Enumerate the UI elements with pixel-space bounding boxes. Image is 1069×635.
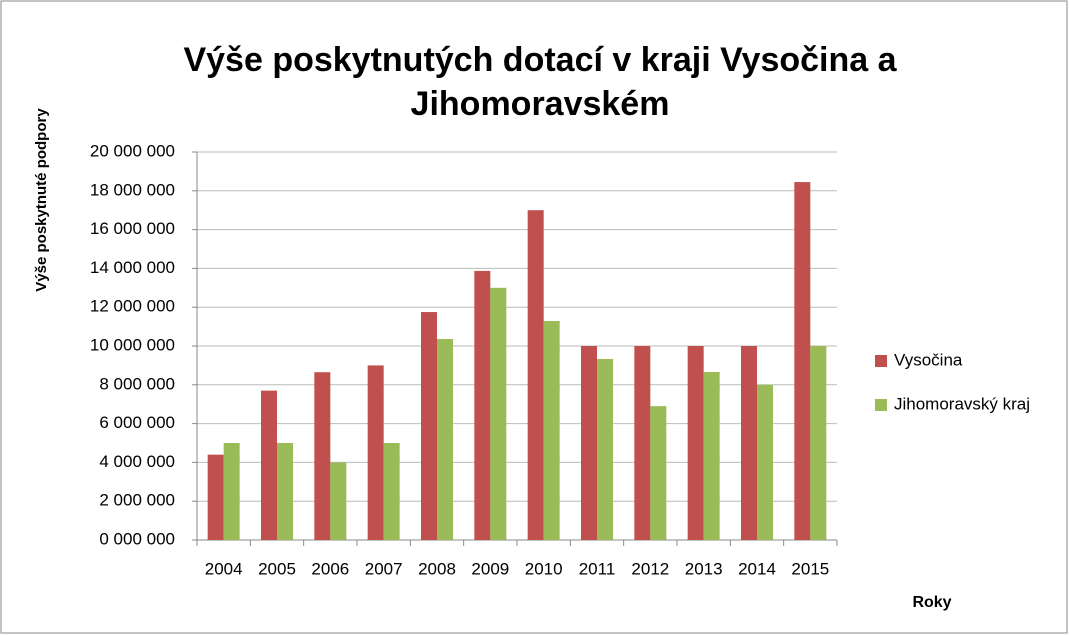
- x-tick-label: 2010: [525, 559, 563, 578]
- bar: [543, 320, 560, 540]
- legend-label: Vysočina: [894, 350, 963, 369]
- chart-title: Výše poskytnutých dotací v kraji Vysočin…: [183, 41, 897, 123]
- bar: [757, 384, 773, 540]
- x-tick-label: 2008: [418, 559, 456, 578]
- bar: [421, 312, 437, 540]
- x-tick-label: 2011: [579, 559, 616, 578]
- bar: [810, 346, 827, 540]
- legend-swatch: [875, 355, 887, 367]
- bar: [490, 287, 507, 540]
- y-tick-label: 20 000 000: [90, 141, 175, 160]
- bar: [527, 210, 544, 540]
- legend-label: Jihomoravský kraj: [894, 394, 1030, 413]
- y-tick-label: 8 000 000: [99, 374, 175, 393]
- bar: [741, 346, 757, 540]
- y-axis-label: Výše poskytnuté podpory: [33, 108, 50, 292]
- x-tick-label: 2014: [738, 559, 776, 578]
- bar: [261, 390, 277, 540]
- y-tick-label: 18 000 000: [90, 180, 175, 199]
- bar: [437, 339, 453, 540]
- bar: [687, 346, 704, 540]
- y-tick-label: 2 000 000: [99, 491, 175, 510]
- y-tick-label: 0 000 000: [99, 529, 175, 548]
- bar: [330, 462, 347, 540]
- bar: [703, 371, 720, 540]
- y-tick-label: 6 000 000: [99, 413, 175, 432]
- x-tick-label: 2009: [471, 559, 509, 578]
- bar: [314, 372, 331, 540]
- y-tick-label: 16 000 000: [90, 219, 175, 238]
- bar: [367, 365, 384, 540]
- bar: [650, 406, 667, 540]
- x-tick-label: 2004: [205, 559, 243, 578]
- x-axis-label: Roky: [912, 594, 951, 611]
- x-tick-label: 2013: [685, 559, 723, 578]
- y-tick-label: 14 000 000: [90, 258, 175, 277]
- y-tick-label: 10 000 000: [90, 335, 175, 354]
- bar: [634, 346, 651, 540]
- bar: [207, 454, 224, 540]
- bar: [794, 182, 811, 540]
- x-tick-label: 2006: [311, 559, 349, 578]
- bar: [581, 346, 597, 540]
- legend-swatch: [875, 399, 887, 411]
- bar: [383, 443, 400, 540]
- x-tick-label: 2015: [791, 559, 829, 578]
- bar: [597, 358, 613, 540]
- y-tick-label: 12 000 000: [90, 297, 175, 316]
- x-tick-label: 2005: [258, 559, 296, 578]
- x-tick-label: 2012: [631, 559, 669, 578]
- bar: [277, 443, 293, 540]
- x-tick-label: 2007: [365, 559, 403, 578]
- bar: [223, 443, 240, 540]
- bar: [474, 270, 491, 540]
- y-tick-label: 4 000 000: [99, 452, 175, 471]
